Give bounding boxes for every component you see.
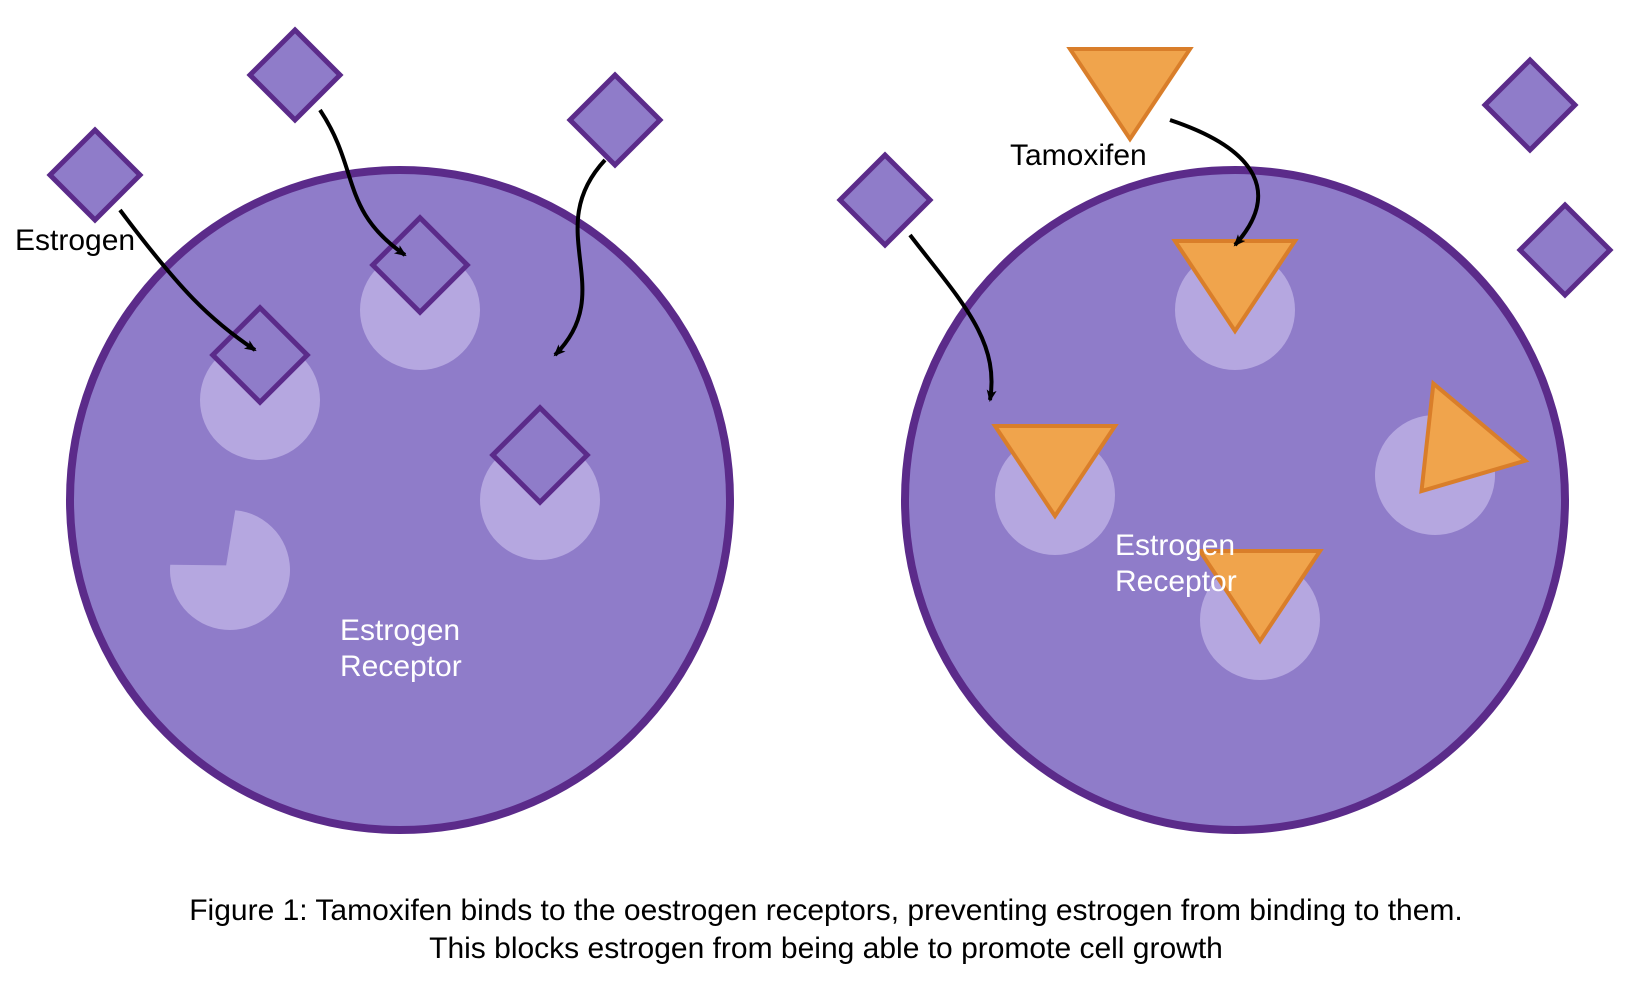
estrogen-icon xyxy=(840,155,930,245)
figure-caption-line2: This blocks estrogen from being able to … xyxy=(429,932,1223,965)
estrogen-icon xyxy=(1485,60,1575,150)
estrogen-icon xyxy=(1520,205,1610,295)
estrogen-icon xyxy=(570,75,660,165)
receptor-label-right: Estrogen xyxy=(1115,529,1235,562)
estrogen-label: Estrogen xyxy=(15,224,135,257)
tamoxifen-icon xyxy=(1070,49,1190,139)
tamoxifen-label: Tamoxifen xyxy=(1010,139,1147,172)
receptor-label-right-2: Receptor xyxy=(1115,565,1237,598)
estrogen-icon xyxy=(250,30,340,120)
figure-caption-line1: Figure 1: Tamoxifen binds to the oestrog… xyxy=(189,894,1463,927)
estrogen-icon xyxy=(50,130,140,220)
diagram-canvas: EstrogenTamoxifenEstrogenReceptorEstroge… xyxy=(0,0,1652,994)
receptor-label-left-2: Receptor xyxy=(340,650,462,683)
receptor-label-left: Estrogen xyxy=(340,614,460,647)
